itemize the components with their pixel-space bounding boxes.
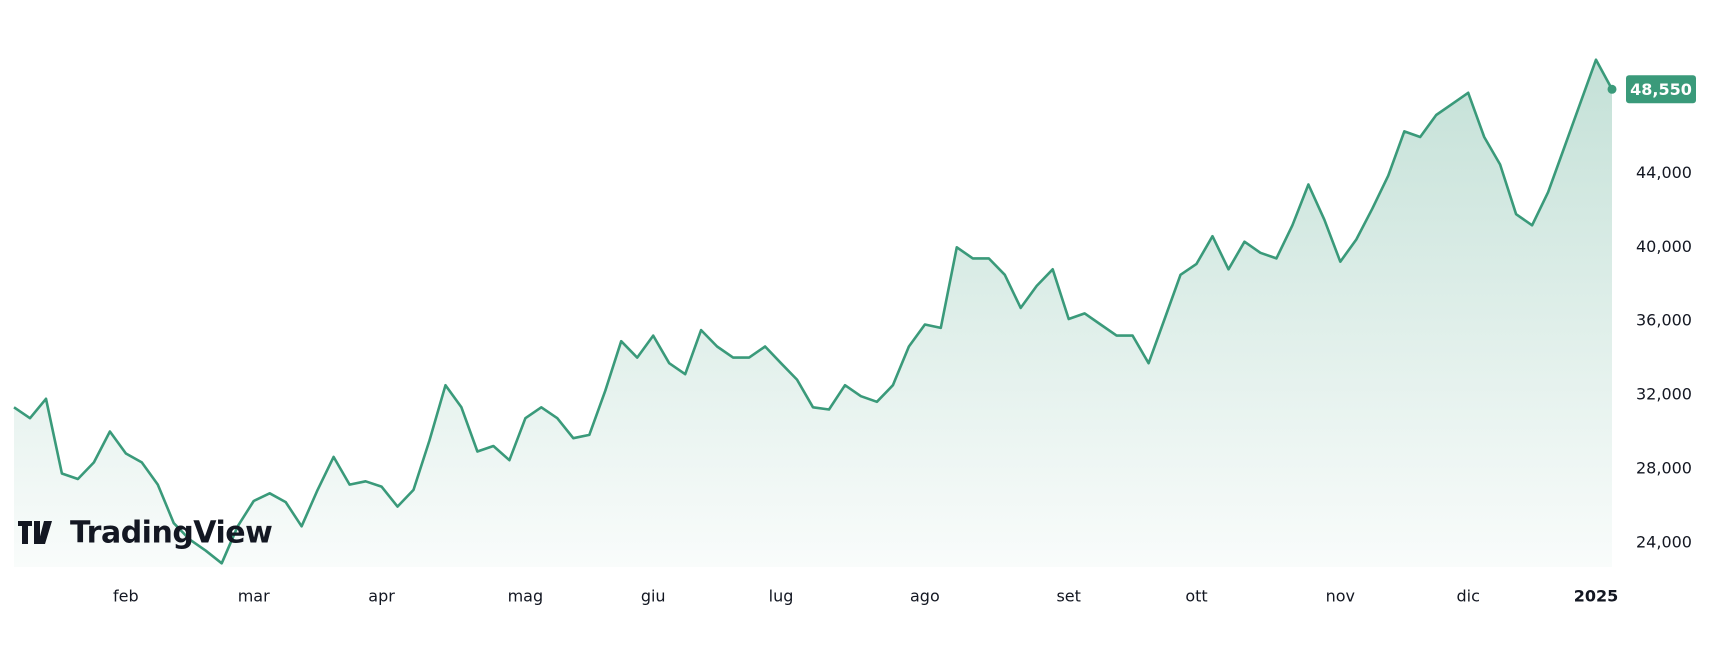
x-tick-label: nov [1326, 587, 1355, 606]
x-tick-label: feb [113, 587, 139, 606]
price-label: 48,550 [1630, 80, 1692, 99]
x-tick-label: mar [238, 587, 270, 606]
y-tick-label: 44,000 [1636, 163, 1692, 182]
x-tick-label: mag [508, 587, 544, 606]
price-badge [1626, 75, 1696, 104]
watermark-text: TradingView [70, 516, 272, 551]
x-tick-label: apr [368, 587, 395, 606]
logo-icon [18, 521, 52, 544]
x-tick-label: lug [769, 587, 794, 606]
x-tick-label: ago [910, 587, 940, 606]
y-tick-label: 32,000 [1636, 385, 1692, 404]
x-tick-label: giu [641, 587, 666, 606]
y-tick-label: 24,000 [1636, 532, 1692, 551]
x-tick-label: set [1056, 587, 1080, 606]
y-tick-label: 28,000 [1636, 459, 1692, 478]
plot [13, 58, 1614, 567]
x-tick-label: dic [1456, 587, 1479, 606]
x-tick-label: 2025 [1574, 587, 1619, 606]
y-tick-label: 36,000 [1636, 311, 1692, 330]
area [14, 59, 1612, 567]
line [13, 58, 1614, 565]
watermark: TradingView [18, 516, 273, 551]
last-point [1607, 84, 1617, 94]
y-tick-label: 40,000 [1636, 237, 1692, 256]
x-tick-label: ott [1185, 587, 1207, 606]
